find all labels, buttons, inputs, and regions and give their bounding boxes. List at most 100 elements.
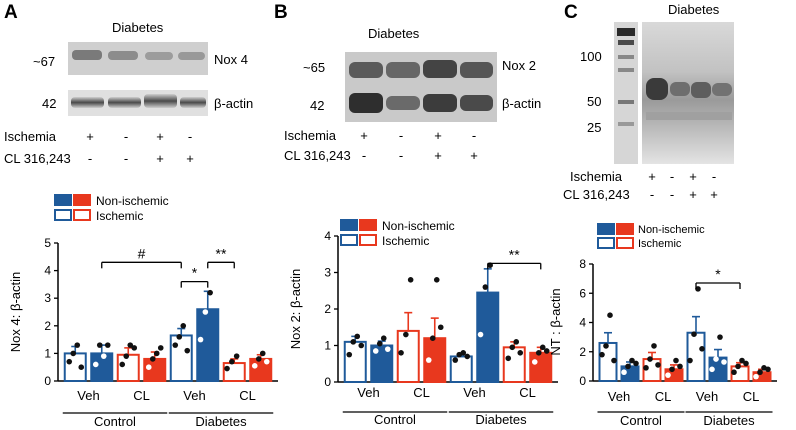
blot-c-mw-25: 25 — [587, 120, 601, 135]
legend-b-label-2: Ischemic — [382, 234, 429, 248]
data-point — [172, 342, 179, 348]
cl-sign: - — [670, 187, 674, 202]
panel-label-b: B — [274, 2, 288, 23]
blot-b-target: Nox 2 — [502, 58, 536, 73]
legend-c-label-1: Non-ischemic — [638, 224, 705, 236]
data-point — [66, 358, 73, 365]
data-point — [452, 357, 459, 363]
actin-b-band-2 — [386, 96, 420, 110]
x-group-label: CL — [413, 385, 430, 400]
data-point — [263, 358, 270, 365]
blot-panel-a: A Diabetes Nox 4 ~67 β-actin 42 Ischemia… — [4, 2, 253, 166]
data-point — [403, 331, 409, 338]
data-point — [433, 277, 440, 283]
y-tick-label: 6 — [579, 286, 586, 300]
ischemia-sign: - — [399, 128, 403, 143]
legend-b: Non-ischemic Ischemic — [340, 219, 455, 248]
panel-label-a: A — [4, 2, 18, 23]
bar — [196, 308, 220, 382]
ischemia-sign: - — [472, 128, 476, 143]
data-point — [687, 357, 693, 364]
ladder-band-5 — [618, 100, 634, 104]
data-point — [398, 350, 404, 356]
chart-a: 0 1 2 3 4 5 Nox 4: β-actin Veh CL Veh CL Control Dia… — [8, 236, 278, 429]
data-point — [176, 334, 183, 340]
cl-sign: - — [399, 148, 403, 163]
data-point — [651, 343, 657, 349]
nox4-band-2 — [108, 51, 138, 60]
nt-band-lower — [646, 112, 732, 120]
ladder-band-6 — [618, 122, 634, 126]
category-label: Diabetes — [475, 412, 527, 427]
nox4-band-1 — [72, 50, 102, 60]
legend-c-swatch-red-open — [616, 237, 634, 249]
data-point — [251, 363, 258, 369]
sig-label: ** — [509, 246, 520, 262]
y-tick-label: 5 — [44, 236, 51, 250]
data-point — [731, 369, 737, 376]
data-point — [149, 356, 156, 362]
y-tick-label: 0 — [44, 374, 51, 388]
category-label: Control — [94, 414, 136, 429]
data-point — [721, 359, 727, 365]
data-point — [753, 373, 759, 380]
data-point — [713, 356, 719, 362]
legend-c-swatch-blue-open — [597, 237, 615, 249]
data-point — [464, 353, 471, 360]
legend-b-swatch-blue-solid — [340, 219, 358, 231]
cl-sign: + — [186, 151, 194, 166]
data-point — [543, 348, 550, 354]
data-point — [513, 339, 520, 345]
data-point — [346, 351, 353, 358]
data-point — [460, 350, 467, 356]
data-point — [539, 344, 546, 351]
ischemia-sign: + — [156, 129, 164, 144]
data-point — [157, 345, 164, 351]
ischemia-sign: + — [689, 169, 697, 184]
blot-a-actin: β-actin — [214, 96, 253, 111]
legend-c: Non-ischemic Ischemic — [597, 223, 705, 250]
blot-a-ischemia-label: Ischemia — [4, 129, 57, 144]
category-label: Control — [374, 412, 416, 427]
data-point — [643, 365, 649, 371]
data-point — [70, 350, 77, 357]
y-axis-label: Nox 2: β-actin — [288, 269, 303, 349]
blot-b-header: Diabetes — [368, 26, 420, 41]
x-group-label: CL — [133, 388, 150, 403]
nox4-band-4 — [178, 52, 205, 60]
data-point — [437, 324, 444, 331]
y-tick-label: 1 — [44, 346, 51, 360]
legend-a-swatch-blue-open — [54, 209, 72, 221]
x-group-label: CL — [239, 388, 256, 403]
blot-c-mw-50: 50 — [587, 94, 601, 109]
x-group-label: Veh — [77, 388, 99, 403]
ischemia-sign: + — [434, 128, 442, 143]
x-group-label: Veh — [696, 389, 718, 404]
y-tick-label: 2 — [579, 345, 586, 359]
data-point — [673, 357, 679, 364]
y-tick-label: 2 — [44, 319, 51, 333]
legend-a: Non-ischemic Ischemic — [54, 194, 169, 223]
blot-c-ischemia-label: Ischemia — [570, 169, 623, 184]
sig-label: ** — [216, 245, 227, 261]
chart-c: 0 2 4 6 8 NT : β-actin Veh CL Veh CL Control Diabet… — [548, 257, 777, 428]
data-point — [629, 357, 635, 364]
data-point — [531, 359, 538, 365]
actin-a-band-2 — [108, 97, 141, 108]
legend-a-swatch-red-solid — [73, 194, 91, 206]
legend-a-swatch-red-open — [73, 209, 91, 221]
legend-a-swatch-blue-solid — [54, 194, 72, 206]
blot-a-cl-label: CL 316,243 — [4, 151, 71, 166]
bar — [396, 329, 420, 383]
blot-b-target-mw: ~65 — [303, 60, 325, 75]
blot-c-signs: + - + -- - + + — [648, 169, 718, 202]
bar — [529, 351, 553, 383]
data-point — [407, 277, 414, 283]
nt-band-4 — [712, 83, 732, 96]
data-point — [123, 353, 130, 359]
data-point — [607, 312, 613, 318]
legend-c-label-2: Ischemic — [638, 238, 682, 250]
data-point — [350, 339, 357, 345]
actin-a-band-4 — [180, 97, 206, 108]
